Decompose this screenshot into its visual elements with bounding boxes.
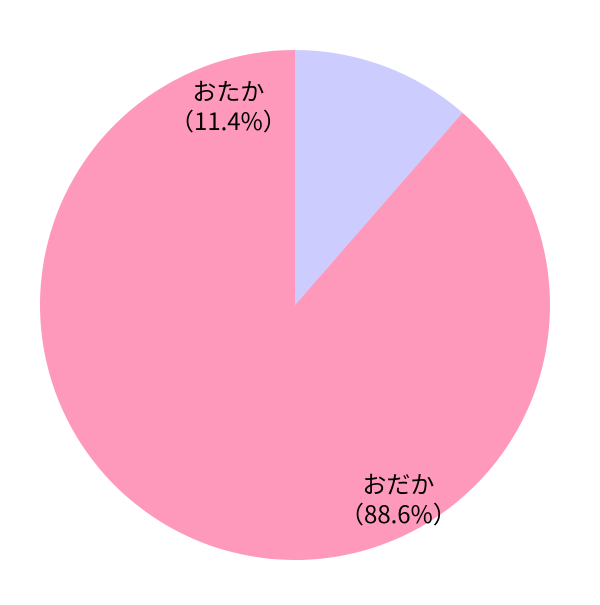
pie-chart: おだか（88.6%） おたか（11.4%） — [0, 0, 600, 600]
pie-slice-label-1: おたか（11.4%） — [170, 75, 287, 135]
pie-slice-label-0: おだか（88.6%） — [340, 468, 457, 528]
pie-svg — [0, 0, 600, 600]
slice-label-percent: （11.4%） — [170, 102, 287, 137]
slice-label-percent: （88.6%） — [340, 495, 457, 530]
